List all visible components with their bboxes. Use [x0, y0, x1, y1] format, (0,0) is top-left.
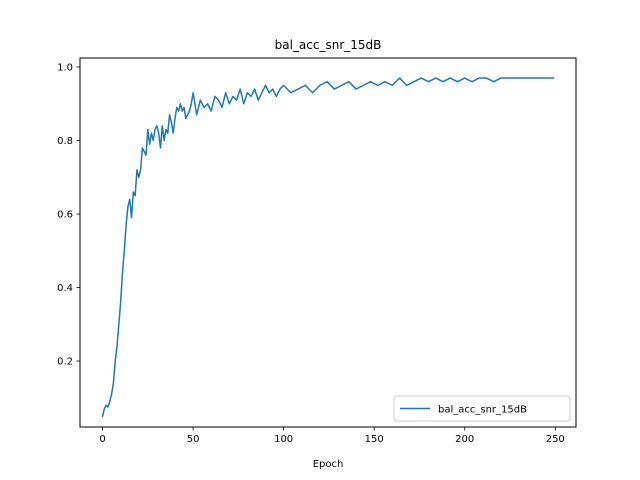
x-tick-label: 0	[99, 434, 105, 445]
x-tick-label: 50	[187, 434, 200, 445]
y-tick-label: 0.8	[57, 136, 73, 147]
y-tick-label: 0.6	[57, 210, 73, 221]
legend-box	[393, 395, 571, 422]
x-tick-label: 250	[546, 434, 565, 445]
x-axis: 0 50 100 150 200 250	[99, 427, 565, 445]
series-line	[101, 77, 555, 418]
x-tick-label: 150	[365, 434, 384, 445]
legend: bal_acc_snr_15dB	[393, 395, 571, 422]
y-axis: 0.2 0.4 0.6 0.8 1.0	[57, 63, 80, 368]
axes-frame	[79, 57, 577, 428]
x-tick-label: 200	[455, 434, 474, 445]
y-tick-label: 0.2	[57, 357, 73, 368]
legend-label: bal_acc_snr_15dB	[438, 405, 527, 416]
chart-title: bal_acc_snr_15dB	[275, 38, 382, 52]
x-tick-label: 100	[274, 434, 293, 445]
plot-area	[101, 77, 555, 418]
y-tick-label: 0.4	[57, 283, 73, 294]
x-axis-label: Epoch	[313, 459, 344, 470]
y-tick-label: 1.0	[57, 63, 73, 74]
